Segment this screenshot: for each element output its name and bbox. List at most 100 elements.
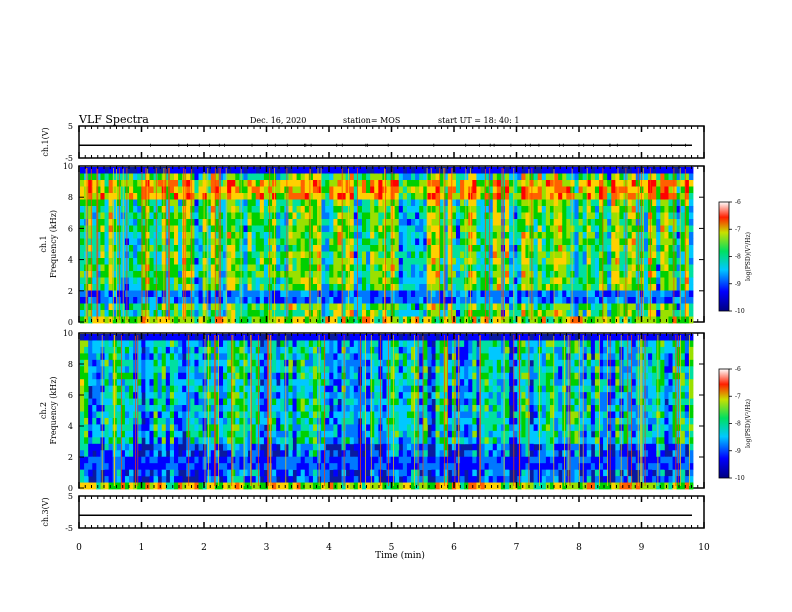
psd-cell-ch1 [594,219,600,226]
psd-cell-ch2 [190,437,195,445]
psd-cell-ch1 [455,271,461,278]
psd-cell-ch1 [509,173,514,181]
psd-cell-ch1 [537,303,543,311]
psd-cell-ch1 [129,199,134,207]
psd-cell-ch1 [533,245,539,252]
psd-cell-ch2 [206,372,212,380]
psd-cell-ch1 [643,297,649,304]
psd-cell-ch1 [235,284,240,291]
psd-cell-ch2 [84,334,89,341]
psd-cell-ch1 [218,303,224,311]
psd-cell-ch1 [276,303,281,311]
psd-cell-ch1 [108,186,114,194]
psd-cell-ch2 [206,405,212,412]
psd-cell-ch1 [149,271,154,278]
psd-cell-ch1 [333,271,338,278]
psd-cell-ch1 [484,180,490,187]
psd-cell-ch1 [349,264,355,272]
psd-cell-ch1 [169,193,175,200]
psd-cell-ch1 [137,310,142,317]
psd-cell-ch1 [439,264,445,272]
psd-cell-ch1 [276,219,281,226]
psd-cell-ch2 [206,359,212,367]
psd-cell-ch1 [554,316,559,324]
psd-cell-ch1 [607,251,612,259]
psd-cell-ch1 [435,212,441,220]
psd-cell-ch1 [406,245,412,252]
psd-cell-ch1 [296,206,302,213]
psd-cell-ch1 [652,271,657,278]
psd-cell-ch1 [607,245,612,252]
psd-cell-ch1 [341,199,347,207]
psd-cell-ch1 [607,199,612,207]
psd-cell-ch1 [173,303,179,311]
psd-cell-ch1 [505,199,510,207]
psd-cell-ch1 [104,199,110,207]
psd-cell-ch1 [255,219,261,226]
psd-cell-ch1 [615,238,620,246]
psd-cell-ch1 [186,173,191,181]
psd-cell-ch1 [660,258,665,265]
psd-cell-ch1 [304,277,310,285]
psd-cell-ch1 [141,297,146,304]
psd-cell-ch1 [415,251,420,259]
psd-cell-ch1 [141,245,146,252]
psd-cell-ch1 [276,245,281,252]
psd-cell-ch1 [639,219,645,226]
psd-cell-ch1 [406,206,412,213]
psd-cell-ch1 [296,277,302,285]
psd-cell-ch1 [390,297,396,304]
psd-cell-ch1 [361,303,367,311]
psd-cell-ch1 [394,199,400,207]
psd-cell-ch1 [312,206,318,213]
psd-cell-ch1 [676,303,682,311]
psd-cell-ch1 [239,245,244,252]
psd-cell-ch1 [496,310,502,317]
psd-cell-ch1 [447,206,453,213]
psd-cell-ch1 [178,232,183,239]
psd-cell-ch1 [218,284,224,291]
psd-cell-ch1 [464,251,469,259]
psd-cell-ch1 [288,290,293,298]
psd-cell-ch1 [558,271,563,278]
psd-cell-ch1 [554,297,559,304]
psd-cell-ch1 [443,258,449,265]
psd-cell-ch1 [308,245,314,252]
psd-cell-ch1 [349,173,355,181]
psd-cell-ch1 [476,186,481,194]
psd-cell-ch1 [206,277,212,285]
psd-cell-ch1 [308,284,314,291]
psd-cell-ch1 [345,310,351,317]
psd-cell-ch1 [129,258,134,265]
psd-cell-ch1 [611,290,616,298]
psd-cell-ch1 [186,245,191,252]
psd-cell-ch1 [210,167,216,174]
psd-cell-ch1 [280,212,285,220]
psd-cell-ch2 [231,482,236,490]
psd-cell-ch1 [639,310,645,317]
psd-cell-ch1 [680,180,686,187]
psd-cell-ch1 [639,277,645,285]
psd-cell-ch1 [570,180,575,187]
psd-cell-ch2 [206,417,212,425]
psd-cell-ch2 [104,437,110,445]
psd-cell-ch1 [570,212,575,220]
psd-cell-ch1 [251,225,257,233]
psd-cell-ch2 [84,443,89,451]
psd-cell-ch1 [406,258,412,265]
psd-cell-ch2 [157,392,163,399]
psd-cell-ch1 [182,225,187,233]
psd-cell-ch1 [251,245,257,252]
psd-cell-ch1 [509,180,514,187]
psd-cell-ch1 [243,232,248,239]
psd-cell-ch1 [562,173,567,181]
psd-cell-ch1 [619,186,624,194]
psd-cell-ch1 [549,238,555,246]
psd-cell-ch1 [607,219,612,226]
psd-cell-ch1 [370,212,375,220]
psd-cell-ch1 [357,297,363,304]
psd-cell-ch1 [296,271,302,278]
psd-cell-ch1 [366,264,371,272]
psd-cell-ch1 [402,284,408,291]
psd-cell-ch1 [562,225,567,233]
